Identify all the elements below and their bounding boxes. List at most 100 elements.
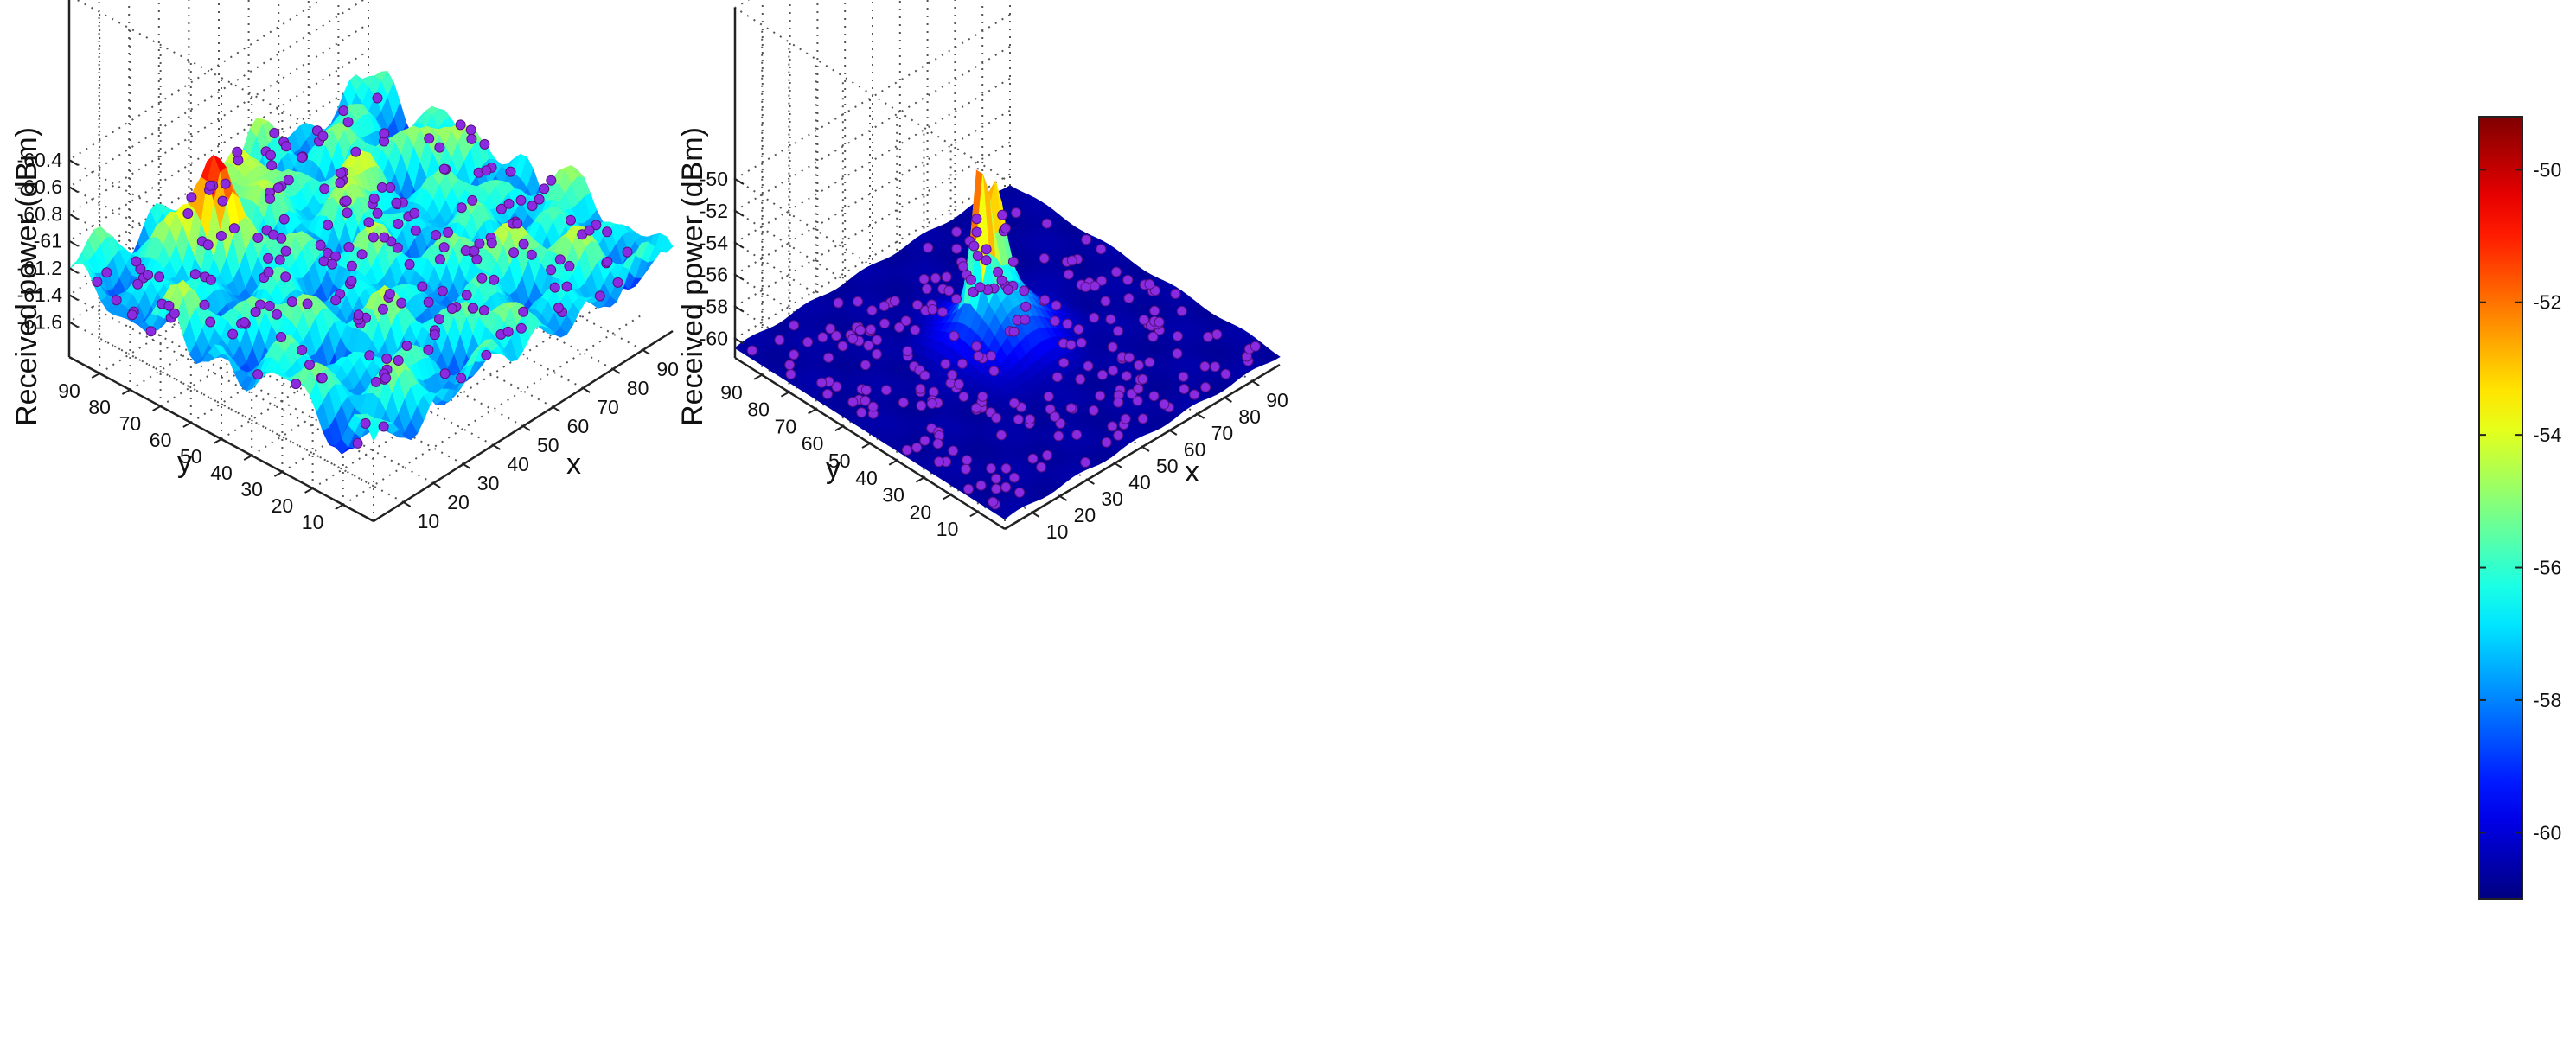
x-tick-mark <box>1059 495 1068 501</box>
z-tick-mark <box>68 267 79 274</box>
x-tick-mark <box>403 501 412 507</box>
sample-point-marker <box>438 163 450 175</box>
sample-point-marker <box>971 403 981 414</box>
sample-point-marker <box>92 277 103 288</box>
sample-point-marker <box>252 233 264 243</box>
sample-point-marker <box>272 182 284 194</box>
sample-point-marker <box>417 281 428 292</box>
sample-point-marker <box>866 305 878 316</box>
sample-point-marker <box>860 395 871 406</box>
x-tick-label: 10 <box>418 510 440 532</box>
sample-point-marker <box>972 251 983 261</box>
sample-point-marker <box>281 141 291 152</box>
sample-point-marker <box>1062 318 1073 329</box>
sample-point-marker <box>1172 330 1183 341</box>
sample-point-marker <box>900 315 911 327</box>
sample-point-marker <box>456 373 467 384</box>
sample-point-marker <box>250 307 261 317</box>
sample-point-marker <box>1025 414 1035 425</box>
sample-point-marker <box>368 193 380 204</box>
sample-point-marker <box>189 269 201 280</box>
sample-point-marker <box>1170 289 1181 299</box>
sample-point-marker <box>534 194 545 205</box>
sample-point-marker <box>1051 372 1063 383</box>
y-tick-mark <box>152 405 162 411</box>
sample-point-marker <box>342 207 353 219</box>
surface-plot-left: 102030405060708090102030405060708090-60.… <box>10 0 679 533</box>
sample-point-marker <box>1002 284 1013 296</box>
sample-point-marker <box>393 219 404 229</box>
sample-point-marker <box>1105 314 1116 325</box>
z-tick-label: -60 <box>700 328 728 350</box>
sample-point-marker <box>937 307 949 317</box>
sample-point-marker <box>1036 462 1047 473</box>
y-tick-mark <box>753 373 763 380</box>
sample-point-marker <box>973 351 984 361</box>
sample-point-marker <box>539 183 550 194</box>
sample-point-marker <box>860 360 871 371</box>
sample-point-marker <box>154 271 165 283</box>
x-tick-mark <box>1086 479 1095 485</box>
sample-point-marker <box>961 463 971 475</box>
sample-point-marker <box>1137 413 1148 424</box>
sample-point-marker <box>346 276 357 286</box>
z-tick-label: -60.4 <box>17 149 63 171</box>
sample-point-marker <box>434 314 444 325</box>
y-tick-label: 30 <box>240 478 263 500</box>
z-tick-mark <box>734 210 745 217</box>
sample-point-marker <box>1019 285 1030 296</box>
x-tick-mark <box>642 349 650 355</box>
y-tick-mark <box>943 494 952 500</box>
sample-point-marker <box>1063 269 1074 280</box>
sample-point-marker <box>1133 383 1144 394</box>
sample-point-marker <box>948 445 959 456</box>
sample-point-marker <box>343 242 355 252</box>
y-tick-mark <box>121 389 131 395</box>
sample-point-marker <box>1041 218 1052 229</box>
sample-point-marker <box>789 349 800 360</box>
x-tick-mark <box>492 444 501 450</box>
sample-point-marker <box>1065 403 1077 414</box>
box-top-edge <box>733 0 1006 180</box>
z-tick-mark <box>734 241 745 249</box>
x-tick-label: 40 <box>507 453 529 475</box>
sample-point-marker <box>594 290 605 302</box>
sample-point-marker <box>837 341 848 352</box>
sample-point-marker <box>879 301 890 312</box>
sample-point-marker <box>880 385 892 396</box>
x-tick-label: 70 <box>597 396 619 418</box>
sample-point-marker <box>1100 296 1111 307</box>
sample-point-marker <box>975 480 987 491</box>
z-tick-label: -60.8 <box>17 202 62 225</box>
sample-point-marker <box>393 355 404 366</box>
sample-point-marker <box>1039 295 1051 305</box>
sample-point-marker <box>1144 357 1155 368</box>
y-tick-label: 60 <box>150 429 172 451</box>
sample-point-marker <box>860 385 872 396</box>
surface-patch <box>998 510 1012 520</box>
sample-point-marker <box>409 207 420 219</box>
sample-point-marker <box>1137 373 1148 385</box>
y-tick-label: 20 <box>272 494 294 517</box>
sample-point-marker <box>1008 398 1020 409</box>
sample-point-marker <box>549 282 560 293</box>
sample-point-marker <box>380 373 392 384</box>
surface-plot-right: 102030405060708090102030405060708090-50-… <box>676 0 1288 543</box>
sample-point-marker <box>902 346 913 357</box>
sample-point-marker <box>831 381 842 392</box>
x-axis-label: x <box>1185 456 1199 488</box>
z-tick-label: -61.6 <box>17 310 62 333</box>
sample-point-marker <box>1071 430 1083 440</box>
y-tick-label: 90 <box>720 381 743 404</box>
sample-point-marker <box>1042 449 1053 461</box>
sample-point-marker <box>1055 417 1066 429</box>
sample-point-marker <box>1113 430 1124 441</box>
sample-point-marker <box>954 379 964 390</box>
sample-point-marker <box>469 245 480 257</box>
x-tick-mark <box>1197 413 1205 419</box>
sample-point-marker <box>131 256 142 267</box>
sample-point-marker <box>774 335 785 346</box>
sample-point-marker <box>956 358 968 369</box>
sample-point-marker <box>816 377 828 388</box>
